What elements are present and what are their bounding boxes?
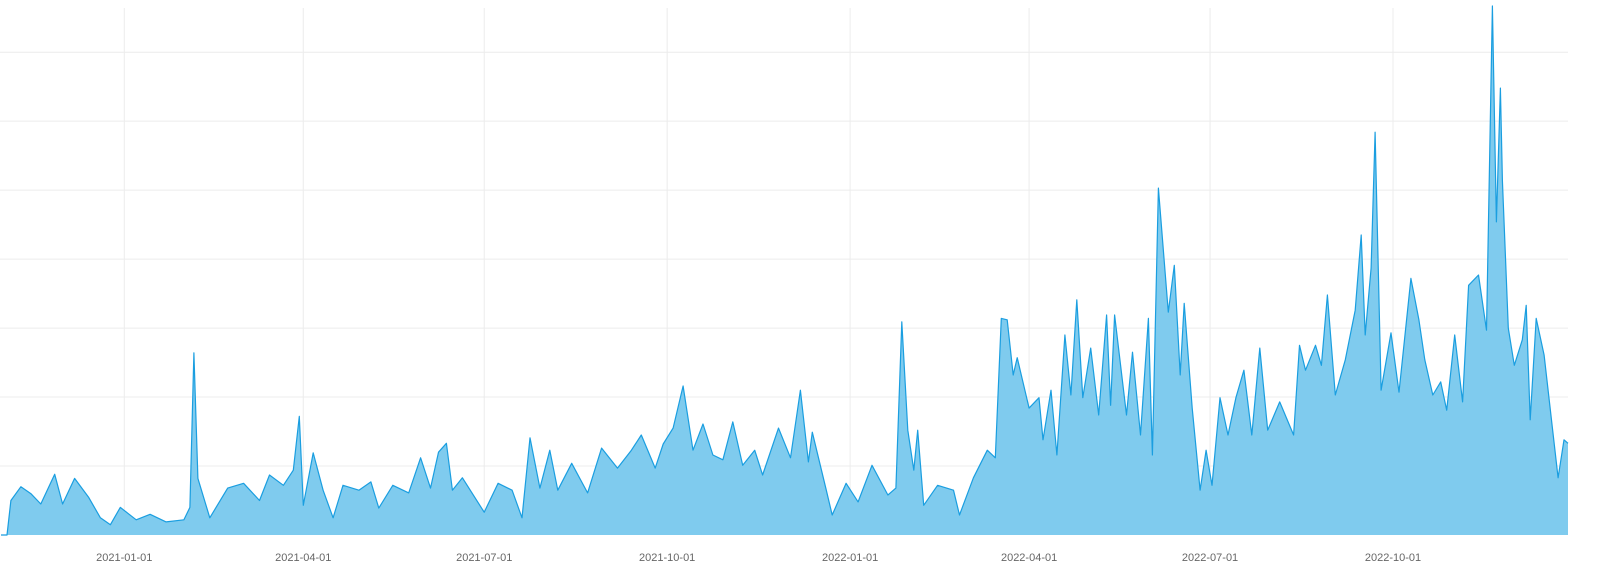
x-tick-label: 2021-04-01: [275, 552, 331, 564]
area: [1, 6, 1568, 535]
line: [1, 5, 1569, 536]
x-tick-label: 2022-04-01: [1001, 552, 1057, 564]
x-tick-label: 2022-10-01: [1365, 552, 1421, 564]
x-tick-label: 2022-01-01: [822, 552, 878, 564]
x-tick-label: 2022-07-01: [1182, 552, 1238, 564]
x-tick-label: 2021-07-01: [456, 552, 512, 564]
x-tick-label: 2021-10-01: [639, 552, 695, 564]
x-tick-label: 2021-01-01: [96, 552, 152, 564]
